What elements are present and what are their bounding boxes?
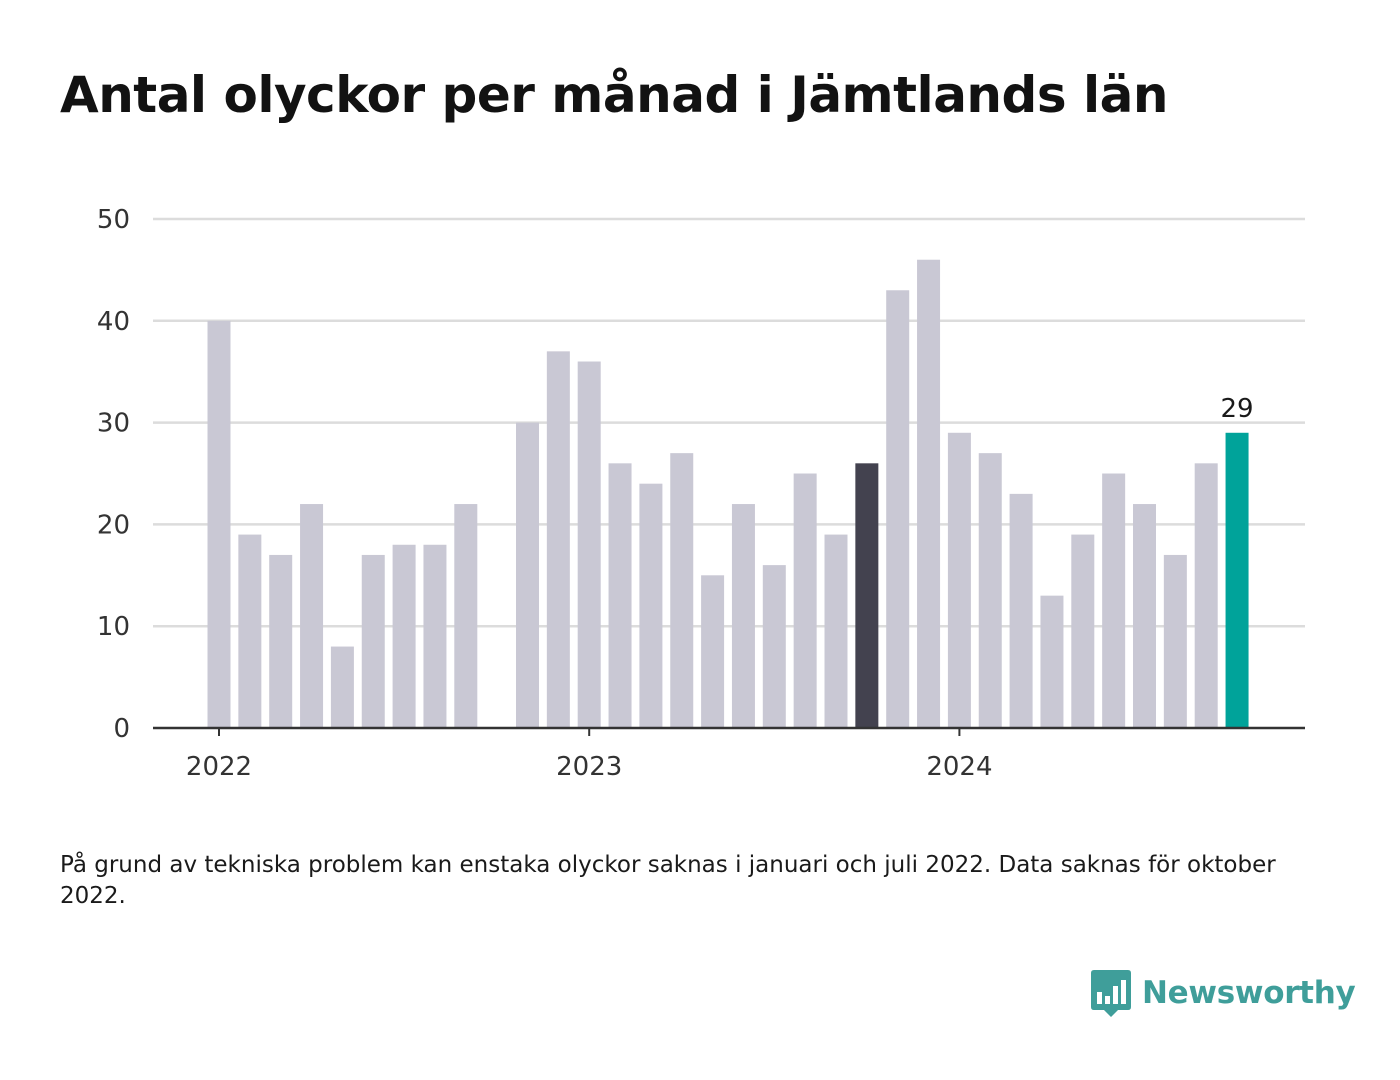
bar (454, 504, 478, 728)
bar (1102, 473, 1126, 728)
bar (269, 554, 293, 728)
bar (978, 453, 1002, 728)
bar (608, 463, 632, 728)
bars (207, 259, 1249, 728)
bar (639, 483, 663, 728)
bar (793, 473, 817, 728)
data-label: 29 (1221, 394, 1254, 424)
brand-name: Newsworthy (1142, 975, 1356, 1011)
bar (238, 534, 262, 728)
y-tick-label: 20 (97, 510, 130, 540)
bar (546, 351, 570, 728)
bar (1009, 493, 1033, 728)
bar (670, 453, 694, 728)
bar (917, 259, 941, 728)
bar (361, 554, 385, 728)
axes (153, 726, 1305, 736)
bar (886, 290, 910, 728)
bar (855, 463, 879, 728)
bar (947, 432, 971, 728)
chart-title: Antal olyckor per månad i Jämtlands län (60, 66, 1168, 124)
bar (824, 534, 848, 728)
x-tick-label: 2023 (556, 752, 622, 782)
bar (330, 646, 354, 728)
bar (762, 565, 786, 728)
newsworthy-logo: Newsworthy (1090, 968, 1356, 1018)
bar (423, 544, 447, 728)
bar (207, 320, 231, 728)
bar (577, 361, 601, 728)
bar-chart-speech-bubble-icon (1091, 970, 1131, 1017)
bar (701, 575, 725, 728)
bar (1194, 463, 1218, 728)
y-tick-label: 50 (97, 205, 130, 235)
y-tick-label: 30 (97, 409, 130, 439)
y-tick-label: 40 (97, 307, 130, 337)
bar (1163, 554, 1187, 728)
labels: 0 10 20 30 40 50 29 2022 2023 2024 (97, 205, 1254, 782)
grid-lines (153, 217, 1305, 628)
bar (1071, 534, 1095, 728)
bar (300, 504, 324, 728)
footnote: På grund av tekniska problem kan enstaka… (60, 852, 1276, 909)
y-tick-label: 10 (97, 612, 130, 642)
bar (1225, 432, 1249, 728)
y-tick-label: 0 (113, 714, 130, 744)
bar (731, 504, 755, 728)
bar-chart: 0 10 20 30 40 50 29 2022 2023 2024 (97, 205, 1305, 782)
x-tick-label: 2022 (186, 752, 252, 782)
bar (392, 544, 416, 728)
bar (516, 422, 539, 728)
bar (1040, 595, 1064, 728)
x-tick-label: 2024 (926, 752, 992, 782)
bar (1133, 504, 1156, 728)
